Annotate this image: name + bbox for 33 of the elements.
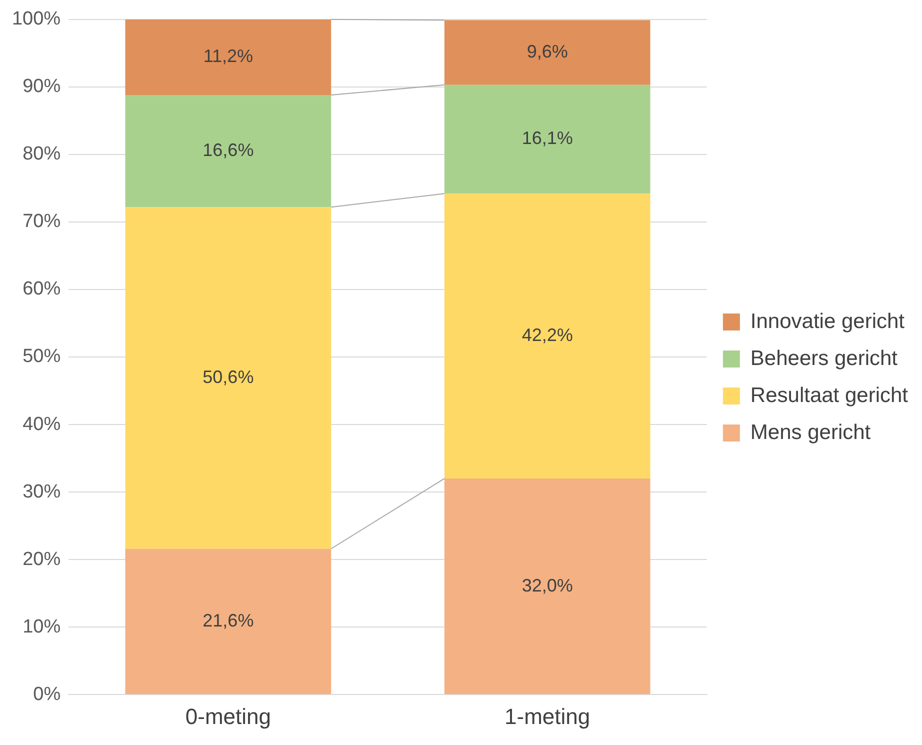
data-label: 50,6% [202, 366, 254, 387]
x-tick-label: 0-meting [185, 704, 271, 729]
y-tick-label: 40% [22, 414, 61, 435]
legend-label: Resultaat gericht [750, 384, 908, 407]
legend-label: Mens gericht [750, 420, 871, 444]
y-tick-label: 100% [12, 8, 61, 30]
data-label: 16,6% [202, 140, 254, 160]
bar [444, 478, 650, 694]
bar [444, 194, 650, 479]
bar [125, 19, 332, 96]
legend-label: Innovatie gericht [750, 310, 905, 333]
x-tick-label: 1-meting [504, 704, 590, 729]
legend-label: Beheers gericht [750, 346, 898, 370]
data-label: 9,6% [526, 41, 568, 62]
y-tick-label: 30% [22, 481, 61, 502]
data-label: 32,0% [522, 575, 573, 596]
y-tick-label: 70% [22, 211, 61, 232]
data-label: 16,1% [522, 128, 573, 148]
data-label: 42,2% [522, 325, 573, 346]
y-tick-label: 20% [22, 548, 61, 570]
data-label: 11,2% [203, 46, 254, 66]
y-tick-label: 0% [33, 684, 61, 705]
y-tick-label: 80% [22, 144, 61, 165]
y-tick-label: 50% [22, 346, 61, 368]
bar [125, 95, 332, 208]
y-tick-label: 90% [22, 76, 61, 98]
data-label: 21,6% [202, 610, 254, 630]
y-tick-label: 60% [22, 278, 61, 300]
bar [125, 207, 332, 549]
bar [444, 20, 650, 85]
bar [125, 548, 332, 694]
bar [444, 84, 650, 194]
y-tick-label: 10% [22, 616, 61, 638]
